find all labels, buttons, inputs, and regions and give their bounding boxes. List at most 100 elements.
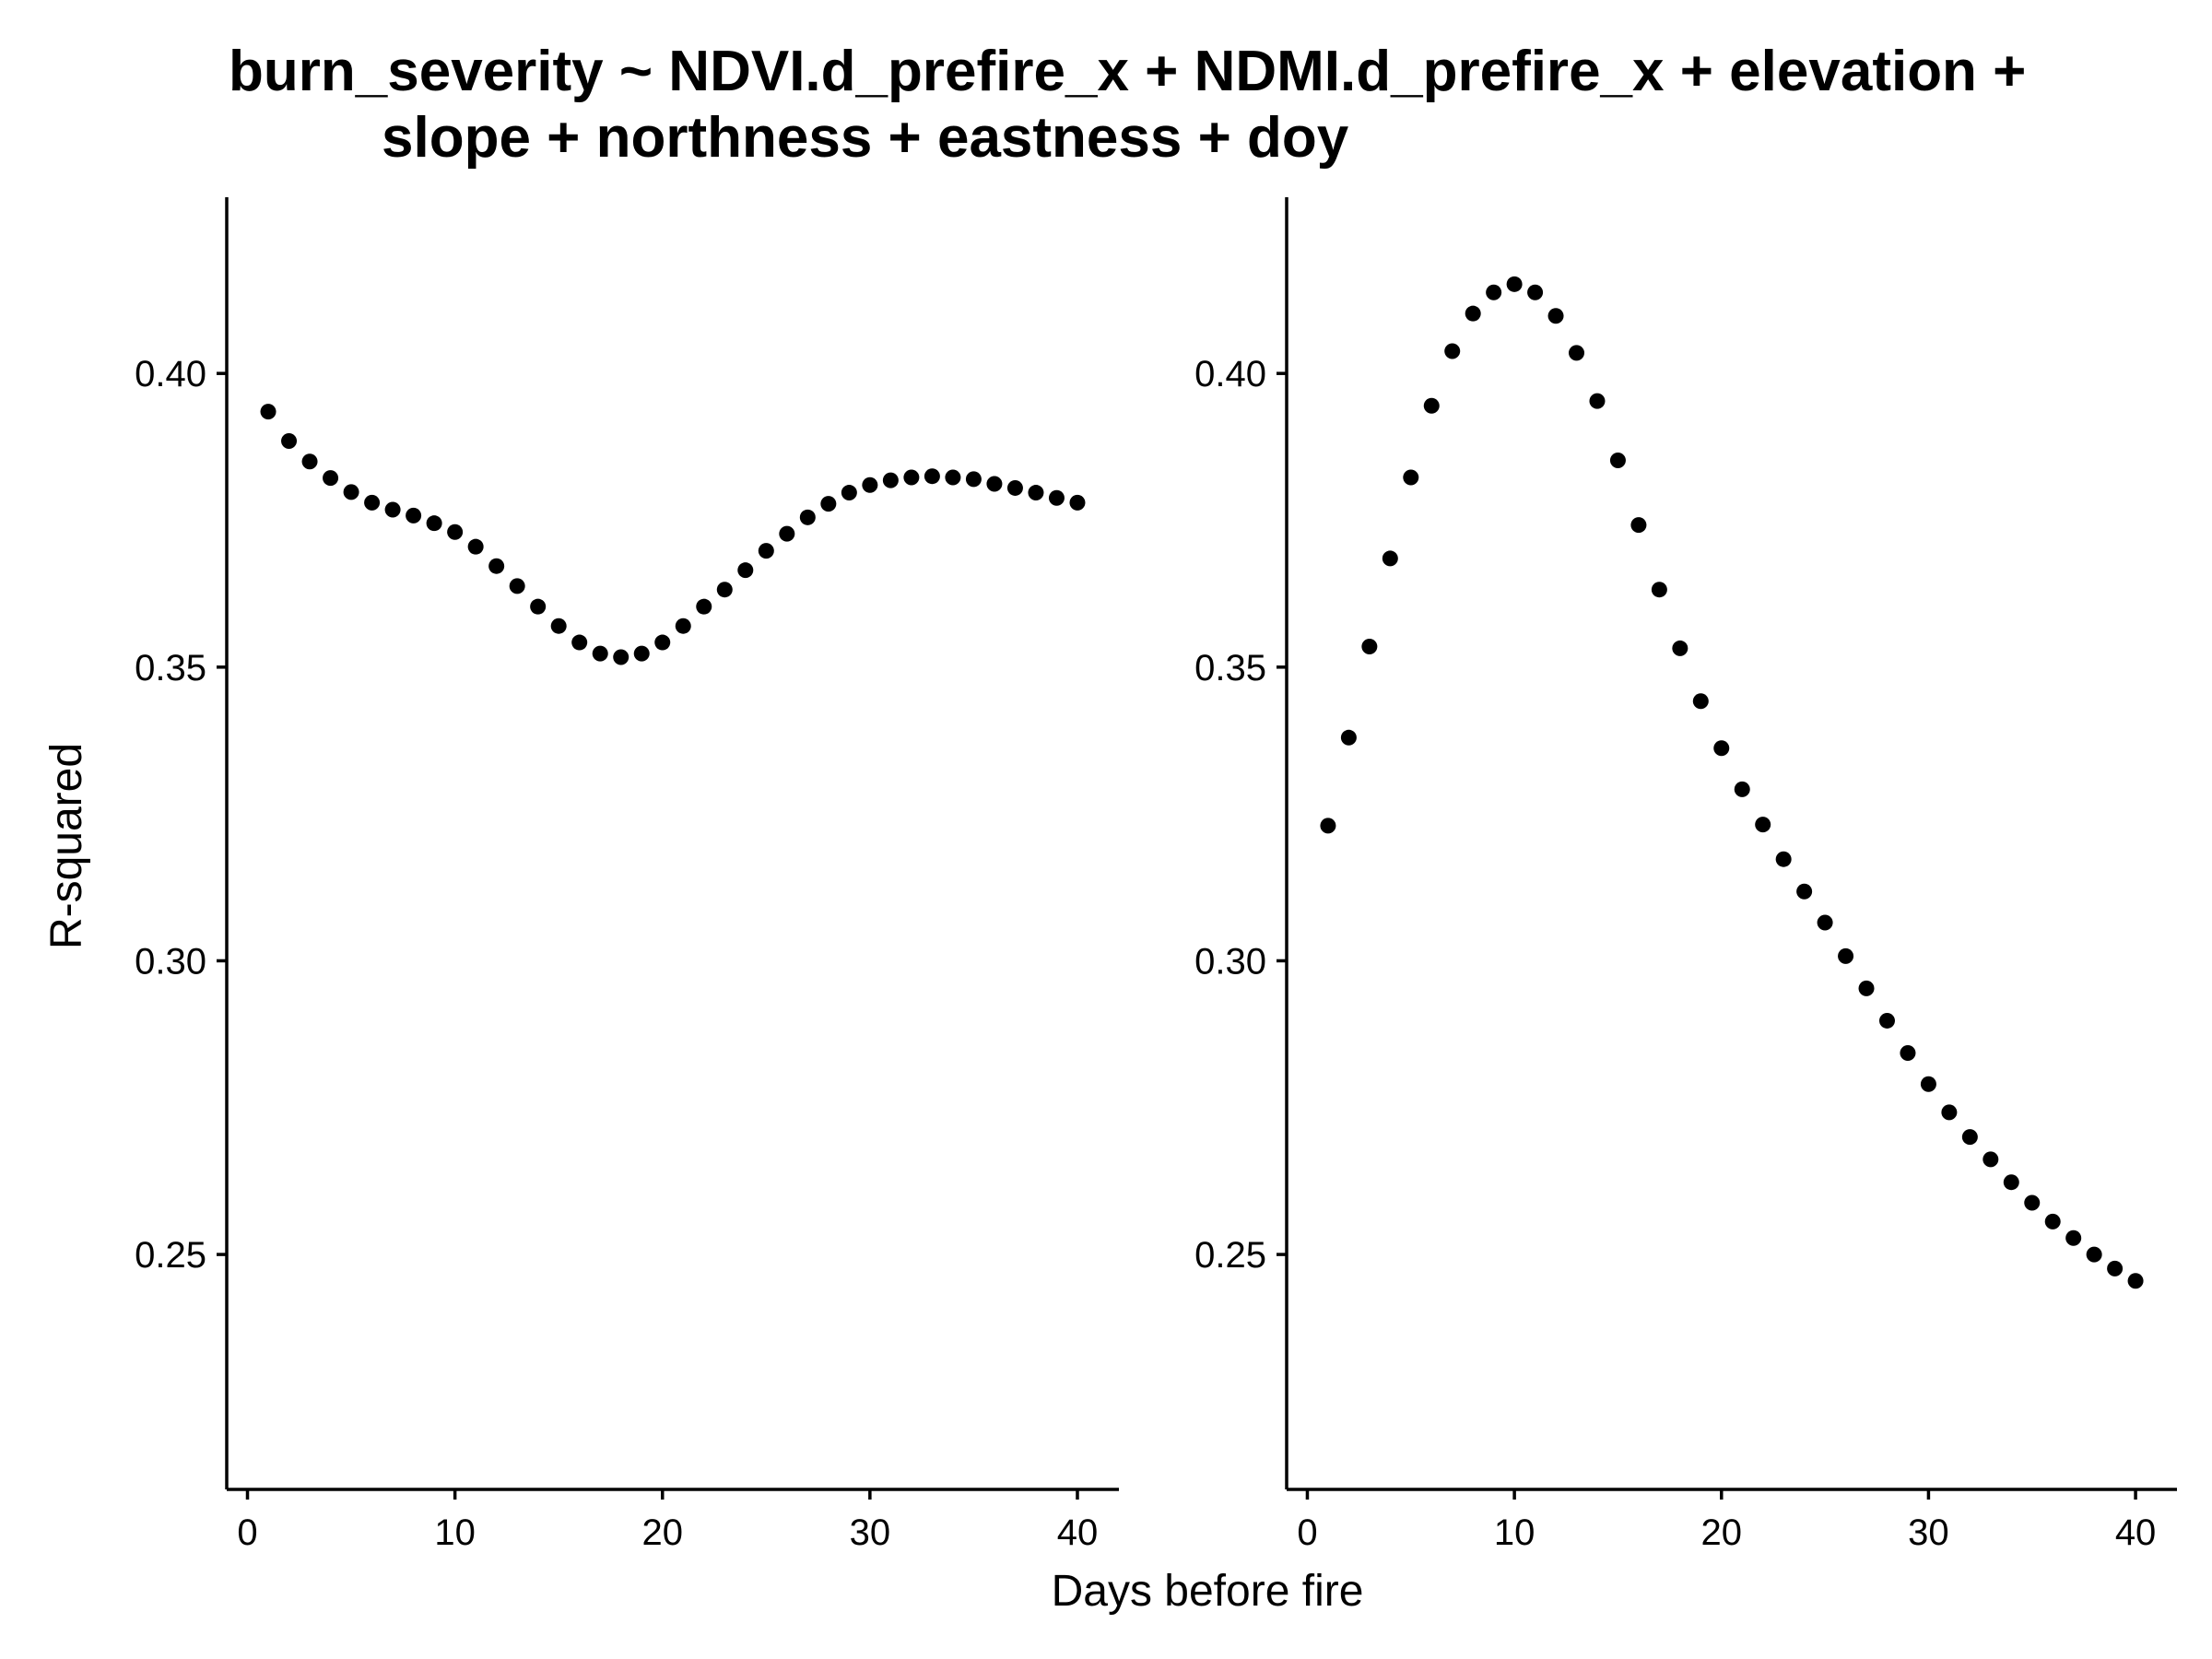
chart-title-line-2: slope + northness + eastness + doy: [382, 106, 1349, 170]
right-data-point: [1547, 308, 1564, 324]
left-data-point: [447, 524, 464, 540]
left-data-point: [592, 645, 608, 662]
left-y-tick-label: 0.40: [135, 354, 206, 394]
right-data-point: [1941, 1104, 1958, 1121]
right-data-point: [1838, 947, 1854, 964]
right-data-point: [1361, 639, 1378, 655]
right-data-point: [1423, 397, 1440, 414]
right-data-point: [1713, 740, 1730, 757]
left-data-point: [1006, 479, 1023, 496]
right-data-point: [1569, 345, 1585, 361]
left-data-point: [965, 471, 982, 488]
right-data-point: [1734, 781, 1750, 797]
right-data-point: [2044, 1213, 2061, 1230]
right-data-point: [1340, 729, 1357, 746]
left-y-tick-label: 0.30: [135, 941, 206, 982]
left-data-point: [799, 509, 816, 525]
right-y-tick-label: 0.30: [1194, 941, 1266, 982]
left-data-point: [343, 484, 359, 500]
left-x-tick-label: 30: [850, 1512, 891, 1553]
right-data-point: [1983, 1151, 1999, 1168]
left-data-point: [986, 476, 1003, 492]
left-data-point: [384, 501, 401, 518]
left-data-point: [406, 507, 422, 524]
left-data-point: [737, 562, 754, 579]
right-data-point: [2086, 1246, 2102, 1263]
left-data-point: [550, 618, 567, 634]
right-data-point: [1775, 851, 1792, 867]
right-x-tick-label: 20: [1701, 1512, 1743, 1553]
left-data-point: [675, 618, 691, 634]
right-data-point: [2024, 1194, 2041, 1211]
left-data-point: [613, 649, 629, 665]
right-x-tick-label: 30: [1908, 1512, 1949, 1553]
left-y-tick-label: 0.25: [135, 1235, 206, 1276]
left-data-point: [633, 645, 650, 662]
left-data-point: [903, 469, 920, 486]
right-data-point: [2107, 1260, 2124, 1277]
left-data-point: [509, 578, 525, 594]
right-data-point: [1817, 914, 1833, 931]
x-axis-title: Days before fire: [1052, 1567, 1364, 1616]
right-y-tick-label: 0.40: [1194, 354, 1266, 394]
left-data-point: [1069, 494, 1086, 511]
right-data-point: [1486, 284, 1502, 300]
left-data-point: [779, 525, 795, 542]
right-data-point: [1506, 276, 1523, 292]
right-y-tick-label: 0.35: [1194, 648, 1266, 688]
left-x-tick-label: 10: [434, 1512, 476, 1553]
left-x-tick-label: 0: [237, 1512, 257, 1553]
left-x-tick-label: 20: [641, 1512, 683, 1553]
left-data-point: [301, 453, 318, 470]
left-data-point: [426, 515, 442, 532]
right-data-point: [1609, 452, 1626, 468]
left-y-tick-label: 0.35: [135, 648, 206, 688]
left-data-point: [323, 470, 339, 487]
right-y-tick-label: 0.25: [1194, 1235, 1266, 1276]
left-data-point: [841, 485, 857, 501]
left-data-point: [260, 404, 276, 420]
left-x-tick-label: 40: [1057, 1512, 1099, 1553]
left-data-point: [571, 634, 588, 651]
left-data-point: [696, 598, 712, 615]
chart-title-line-1: burn_severity ~ NDVI.d_prefire_x + NDMI.…: [229, 40, 2026, 103]
right-data-point: [1858, 980, 1875, 996]
right-x-tick-label: 40: [2115, 1512, 2157, 1553]
right-data-point: [1630, 517, 1647, 534]
right-data-point: [1920, 1076, 1936, 1092]
right-data-point: [1692, 693, 1709, 710]
right-data-point: [2127, 1273, 2144, 1289]
left-data-point: [281, 432, 298, 449]
right-data-point: [1672, 640, 1688, 656]
left-data-point: [924, 468, 940, 485]
right-panel: 0.25 0.30 0.35 0.40 0 10 20 30 40: [1194, 197, 2177, 1553]
left-data-point: [945, 469, 961, 486]
right-data-point: [1900, 1045, 1916, 1062]
right-data-point: [1651, 582, 1667, 598]
right-data-point: [1382, 550, 1398, 567]
right-data-point: [1589, 393, 1606, 409]
right-data-point: [1403, 469, 1419, 486]
right-data-point: [1527, 284, 1544, 300]
right-data-point: [1796, 883, 1813, 900]
left-data-point: [1048, 489, 1065, 506]
left-panel: 0.25 0.30 0.35 0.40 0 10 20 30 40: [135, 197, 1119, 1553]
left-data-point: [654, 634, 671, 651]
y-axis-title: R-squared: [42, 743, 91, 949]
left-data-point: [882, 472, 899, 488]
right-data-point: [1755, 817, 1771, 833]
right-data-point: [2065, 1230, 2082, 1246]
right-data-point: [1961, 1129, 1978, 1146]
left-data-point: [862, 477, 878, 493]
right-data-point: [1465, 305, 1481, 322]
right-data-point: [1444, 343, 1461, 359]
right-data-point: [1878, 1012, 1895, 1029]
right-data-point: [1320, 818, 1336, 834]
right-data-point: [2003, 1174, 2019, 1191]
left-data-point: [364, 494, 381, 511]
left-data-point: [758, 543, 774, 559]
left-data-point: [1028, 485, 1044, 501]
left-data-point: [820, 496, 837, 512]
